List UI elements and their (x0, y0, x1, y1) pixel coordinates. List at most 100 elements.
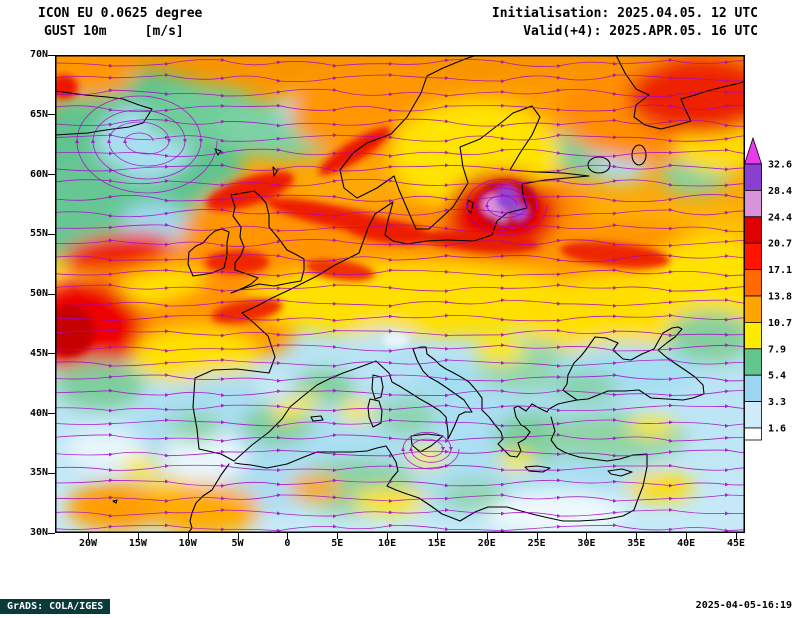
colorbar-level-label: 32.6 (768, 160, 792, 171)
colorbar: 1.6 3.3 5.4 7.9 10.7 13.8 17.1 20.7 24.4 28.4 32.6 (743, 136, 800, 448)
colorbar-segment (744, 321, 762, 350)
streamline (55, 448, 745, 458)
lon-tick-mark (187, 533, 189, 539)
streamline (55, 253, 745, 263)
streamline (55, 432, 745, 444)
lat-tick-label: 70N (29, 49, 48, 60)
lon-tick-label: 0 (284, 538, 291, 549)
lon-tick-label: 15E (427, 538, 446, 549)
streamline (55, 238, 745, 248)
field-name: GUST 10m (44, 24, 107, 39)
lon-tick-mark (536, 533, 538, 539)
field-title: GUST 10m [m/s] (44, 24, 184, 39)
colorbar-level-label: 20.7 (768, 239, 792, 250)
lat-tick-label: 50N (29, 288, 48, 299)
colorbar-segment (744, 216, 762, 244)
gust-map (55, 55, 745, 533)
streamline (55, 403, 745, 413)
lat-tick-label: 65N (29, 108, 48, 120)
streamline (55, 118, 745, 128)
lon-tick-mark (387, 533, 389, 539)
lon-tick-label: 15W (128, 538, 147, 549)
streamline (55, 163, 745, 174)
map-canvas (55, 55, 745, 533)
colorbar-segment (744, 190, 762, 218)
streamline (55, 207, 745, 219)
streamline (55, 72, 745, 84)
lon-tick-label: 25E (527, 538, 546, 549)
field-units: [m/s] (144, 24, 184, 39)
lon-tick-mark (586, 533, 588, 539)
colorbar-segment (744, 427, 762, 441)
colorbar-level-label: 5.4 (768, 371, 786, 382)
lon-tick-label: 5E (331, 538, 344, 549)
colorbar-segment (744, 163, 762, 191)
lon-tick-mark (88, 533, 89, 539)
colorbar-level-label: 1.6 (768, 424, 786, 435)
lon-tick-label: 10W (178, 538, 197, 549)
colorbar-level-label: 7.9 (768, 344, 786, 355)
streamline (55, 147, 745, 159)
streamline-vortex-iceland (74, 95, 218, 194)
streamline (55, 372, 745, 383)
lon-tick-mark (636, 533, 638, 539)
lon-tick-mark (436, 533, 438, 539)
lat-tick-mark (48, 353, 55, 355)
lon-tick-label: 30E (577, 538, 596, 549)
initialisation-time: Initialisation: 2025.04.05. 12 UTC (491, 6, 758, 21)
streamline (55, 388, 745, 398)
streamline (55, 417, 745, 429)
colorbar-scale: 1.6 3.3 5.4 7.9 10.7 13.8 17.1 20.7 24.4 28.4 32.6 (743, 136, 792, 441)
grads-credit-bar: GrADS: COLA/IGES (0, 599, 111, 614)
lon-tick-label: 40E (677, 538, 696, 549)
creation-timestamp: 2025-04-05-16:19 (695, 600, 792, 611)
lon-tick-mark (287, 533, 289, 539)
grads-credit: GrADS: COLA/IGES (7, 601, 104, 612)
streamline (55, 57, 745, 69)
model-title: ICON EU 0.0625 degree (38, 6, 203, 21)
streamline (55, 328, 745, 338)
lon-tick-label: 10E (378, 538, 397, 549)
lon-tick-label: 45E (726, 538, 746, 549)
streamline (55, 178, 745, 188)
lat-tick-label: 35N (29, 467, 48, 479)
streamline (55, 222, 745, 234)
lat-tick-mark (48, 472, 55, 474)
colorbar-segment (744, 348, 762, 376)
streamline (55, 357, 745, 369)
lon-tick-mark (137, 533, 139, 539)
lon-tick-mark (686, 533, 688, 539)
streamline (55, 267, 745, 278)
colorbar-segment (744, 295, 762, 323)
colorbar-segment (744, 269, 762, 297)
colorbar-segment (744, 401, 762, 429)
streamline (55, 313, 745, 323)
lat-tick-mark (48, 233, 55, 235)
colorbar-segment (744, 242, 762, 270)
lat-tick-mark (48, 114, 55, 116)
lon-tick-mark (237, 533, 239, 539)
colorbar-level-label: 17.1 (768, 265, 792, 276)
lon-tick-label: 35E (627, 538, 646, 549)
lon-tick-mark (337, 533, 339, 539)
lon-tick-label: 20W (78, 538, 98, 549)
lat-tick-label: 60N (29, 168, 48, 180)
streamline (55, 132, 745, 144)
streamlines-layer (55, 57, 745, 533)
colorbar-segment (744, 374, 762, 402)
colorbar-level-label: 10.7 (768, 318, 792, 329)
valid-time: Valid(+4): 2025.APR.05. 16 UTC (523, 24, 758, 39)
lat-tick-mark (48, 413, 55, 414)
lat-tick-label: 45N (29, 347, 48, 359)
lat-tick-mark (48, 293, 55, 295)
coastline-black-sea (562, 326, 705, 401)
lon-tick-label: 20E (477, 538, 496, 549)
colorbar-level-label: 3.3 (768, 397, 786, 408)
lon-tick-mark (486, 533, 488, 539)
lat-tick-mark (48, 54, 55, 56)
streamline (55, 463, 745, 473)
streamline (55, 343, 745, 354)
lat-tick-label: 40N (29, 407, 48, 419)
lat-tick-mark (48, 532, 55, 534)
